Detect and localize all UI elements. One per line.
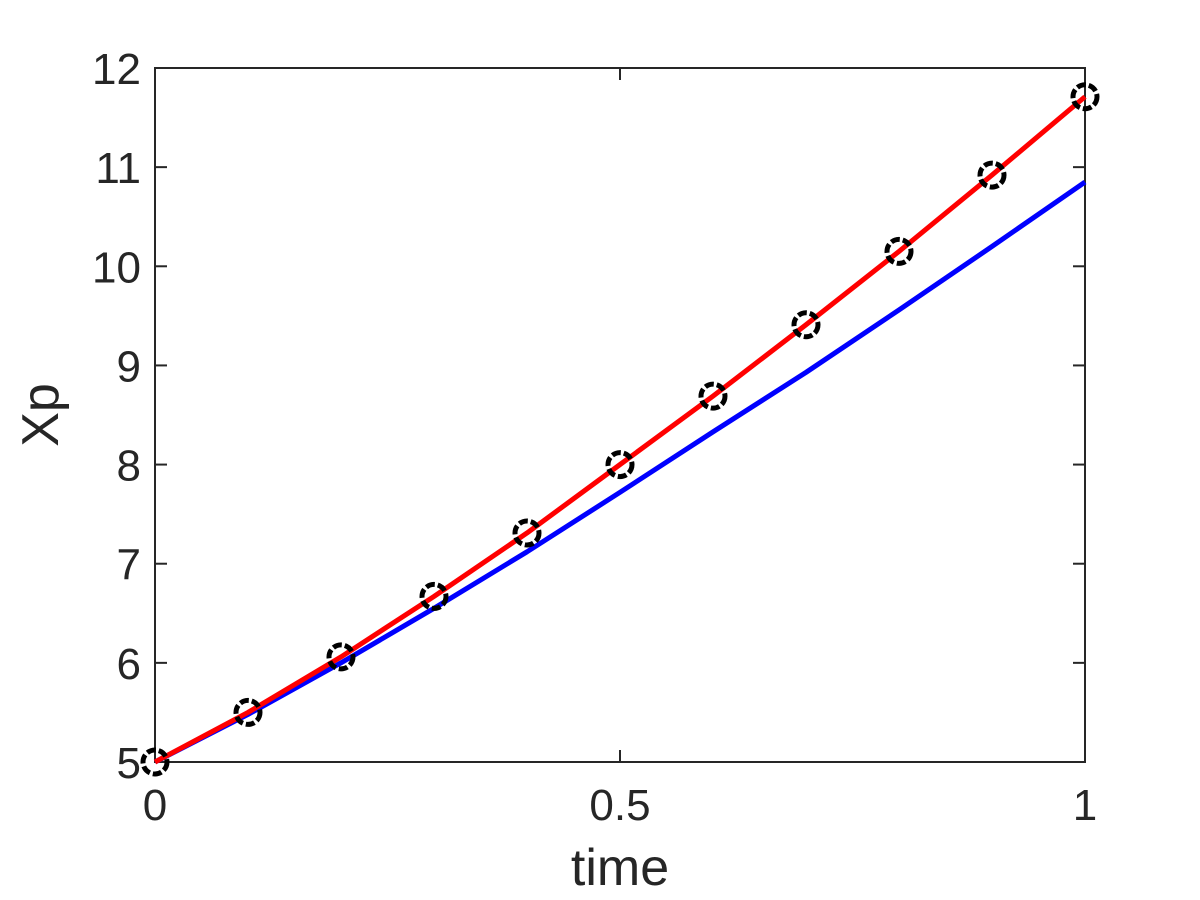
line xyxy=(153,179,1087,765)
x-tick-label: 0.5 xyxy=(589,781,650,830)
x-tick-label: 0 xyxy=(143,781,167,830)
y-tick-label: 5 xyxy=(117,739,141,788)
y-axis-label: Xp xyxy=(12,383,70,447)
line xyxy=(153,94,1087,765)
x-axis-label: time xyxy=(571,839,669,897)
y-tick-label: 11 xyxy=(95,144,141,193)
y-tick-label: 6 xyxy=(117,640,141,689)
marker xyxy=(140,747,170,777)
axes-box xyxy=(154,67,1086,763)
y-tick-label: 12 xyxy=(92,45,141,94)
marker xyxy=(1070,82,1100,112)
y-tick-label: 9 xyxy=(117,342,141,391)
marker xyxy=(884,236,914,266)
marker xyxy=(419,581,449,611)
y-tick-label: 7 xyxy=(117,541,141,590)
marker xyxy=(791,310,821,340)
marker xyxy=(977,160,1007,190)
marker xyxy=(605,450,635,480)
y-tick-label: 8 xyxy=(117,442,141,491)
marker xyxy=(326,642,356,672)
x-tick-label: 1 xyxy=(1073,781,1097,830)
marker xyxy=(512,518,542,548)
y-tick-label: 10 xyxy=(92,243,141,292)
marker xyxy=(233,697,263,727)
marker xyxy=(698,381,728,411)
